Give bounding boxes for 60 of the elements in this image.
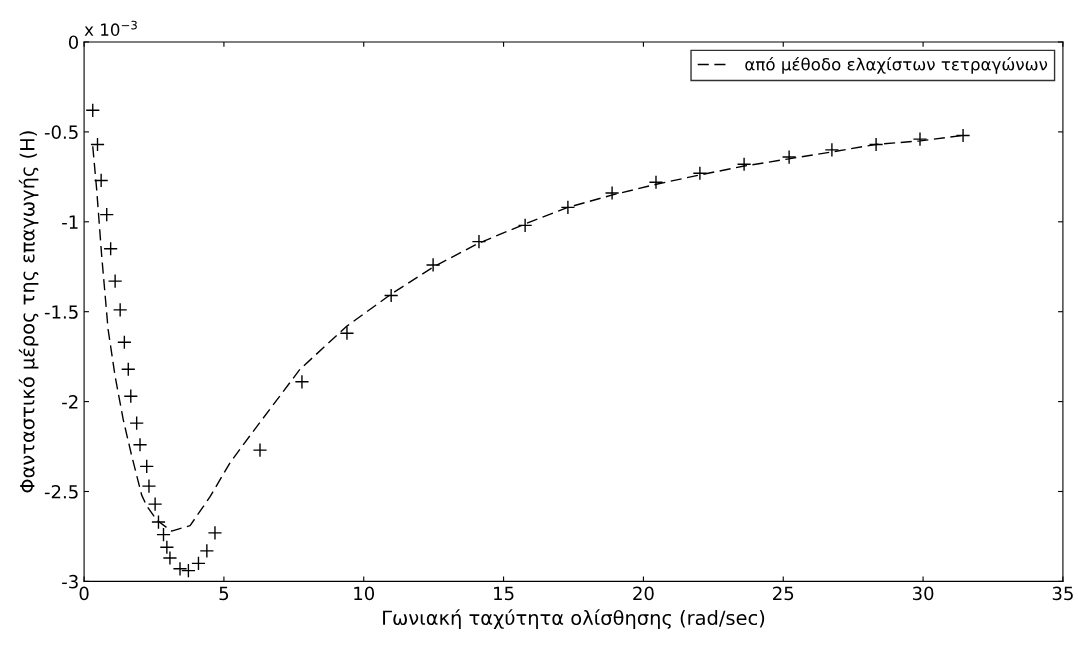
point <box>162 550 178 566</box>
x-tick-label: 10 <box>354 586 375 601</box>
y-tick-label: -0.5 <box>44 125 78 140</box>
point <box>103 241 118 257</box>
point <box>207 525 223 541</box>
x-tick-label: 15 <box>494 586 514 601</box>
point <box>648 174 664 190</box>
point <box>117 334 132 350</box>
x-axis-title: Γωνιακή ταχύτητα ολίσθησης (rad/sec) <box>383 609 765 629</box>
x-tick-label: 25 <box>773 586 794 601</box>
point <box>85 103 101 118</box>
point <box>824 142 840 158</box>
point <box>123 388 139 404</box>
y-tick-label: -2.5 <box>44 484 78 499</box>
point <box>156 527 171 542</box>
point <box>736 156 752 172</box>
point <box>107 273 123 289</box>
point <box>132 437 148 453</box>
point <box>151 514 166 530</box>
text: x 10$^{−3}$ <box>84 20 137 36</box>
point <box>129 415 144 431</box>
point <box>191 556 206 571</box>
point <box>955 128 971 143</box>
point <box>147 496 163 512</box>
point <box>99 207 115 222</box>
point <box>425 257 441 273</box>
x-tick-label: 35 <box>1052 586 1073 601</box>
point <box>560 200 576 215</box>
point <box>868 137 884 152</box>
point <box>252 442 268 458</box>
point <box>692 165 708 181</box>
point <box>139 459 155 474</box>
point <box>604 185 620 201</box>
y-tick-label: -1.5 <box>44 305 78 319</box>
point <box>159 539 175 555</box>
point <box>120 361 136 377</box>
point <box>912 131 928 147</box>
point <box>172 561 188 577</box>
y-tick-label: -2 <box>62 395 78 409</box>
point <box>294 374 310 390</box>
x-tick-label: 20 <box>633 586 654 601</box>
point <box>112 302 128 318</box>
legend-label: από μέθοδο ελαχίστων τετραγώνων <box>745 56 1048 74</box>
point <box>339 325 355 341</box>
point <box>90 137 105 152</box>
point <box>93 173 109 188</box>
point <box>517 218 533 233</box>
x-tick-label: 5 <box>219 586 229 601</box>
x-tick-label: 0 <box>79 586 89 601</box>
point <box>181 563 196 578</box>
point <box>471 234 487 249</box>
y-tick-label: -1 <box>62 215 78 229</box>
point <box>383 288 399 303</box>
point <box>199 543 215 559</box>
y-axis-title: Φανταστικό μέρος της επαγωγής (H) <box>18 131 39 493</box>
point <box>781 149 797 165</box>
point <box>141 478 157 494</box>
y-tick-label: -3 <box>62 574 78 589</box>
x-tick-label: 30 <box>912 586 934 601</box>
y-tick-label: 0 <box>68 35 79 50</box>
